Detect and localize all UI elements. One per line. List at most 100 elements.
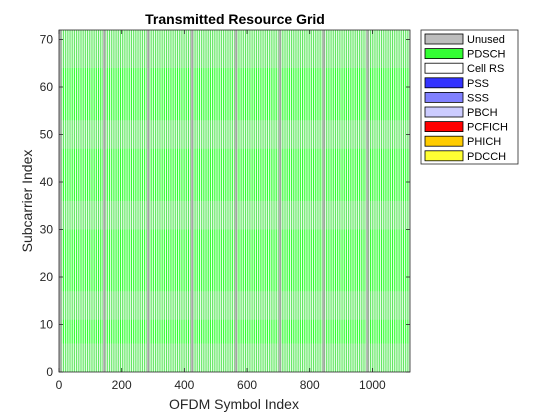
cell-rs-column	[145, 30, 147, 372]
cell-rs-column	[127, 30, 129, 372]
cell-rs-column	[204, 30, 206, 372]
y-tick-label: 10	[40, 318, 54, 332]
x-tick-label: 200	[112, 378, 132, 392]
cell-rs-column	[292, 30, 294, 372]
cell-rs-column	[272, 30, 274, 372]
legend-label: PBCH	[467, 107, 498, 119]
cell-rs-column	[397, 30, 399, 372]
cell-rs-column	[355, 30, 357, 372]
cell-rs-column	[259, 30, 261, 372]
cell-rs-column	[243, 30, 245, 372]
cell-rs-column	[173, 30, 175, 372]
legend-label: PHICH	[467, 136, 501, 148]
cell-rs-column	[329, 30, 331, 372]
x-tick-label: 0	[56, 378, 63, 392]
cell-rs-column	[74, 30, 77, 372]
cell-rs-column	[404, 30, 406, 372]
cell-rs-column	[118, 30, 120, 372]
cell-rs-column	[189, 30, 191, 372]
legend-label: SSS	[467, 92, 489, 104]
cell-rs-column	[399, 30, 401, 372]
cell-rs-column	[121, 30, 123, 372]
unused-column	[190, 30, 194, 372]
cell-rs-column	[263, 30, 265, 372]
cell-rs-column	[72, 30, 74, 372]
cell-rs-column	[125, 30, 127, 372]
cell-rs-column	[309, 30, 311, 372]
cell-rs-column	[129, 30, 131, 372]
cell-rs-column	[265, 30, 267, 372]
y-tick-label: 0	[46, 365, 53, 379]
x-axis-label: OFDM Symbol Index	[169, 396, 299, 412]
cell-rs-column	[110, 30, 112, 372]
unused-column	[146, 30, 150, 372]
cell-rs-column	[200, 30, 202, 372]
cell-rs-column	[382, 30, 384, 372]
cell-rs-column	[296, 30, 298, 372]
cell-rs-column	[257, 30, 259, 372]
cell-rs-column	[140, 30, 142, 372]
cell-rs-column	[226, 30, 228, 372]
y-axis: 0 10 20 30 40 50 60 70	[40, 33, 410, 379]
unused-column	[279, 30, 282, 372]
legend-swatch	[424, 150, 464, 162]
cell-rs-column	[182, 30, 184, 372]
unused-column	[191, 30, 194, 372]
cell-rs-column	[393, 30, 395, 372]
cell-rs-column	[320, 30, 322, 372]
cell-rs-column	[169, 30, 171, 372]
cell-rs-column	[342, 30, 344, 372]
cell-rs-column	[156, 30, 158, 372]
cell-rs-column	[325, 30, 327, 372]
cell-rs-column	[138, 30, 140, 372]
unused-column	[102, 30, 106, 372]
cell-rs-column	[390, 30, 392, 372]
y-tick-label: 50	[40, 128, 54, 142]
cell-rs-column	[351, 30, 353, 372]
unused-column	[148, 30, 150, 372]
cell-rs-column	[213, 30, 215, 372]
cell-rs-column	[375, 30, 377, 372]
cell-rs-column	[167, 30, 169, 372]
cell-rs-column	[395, 30, 397, 372]
cell-rs-column	[99, 30, 101, 372]
cell-rs-column	[134, 30, 136, 372]
cell-rs-column	[151, 30, 153, 372]
cell-rs-column	[184, 30, 186, 372]
cell-rs-column	[228, 30, 230, 372]
cell-rs-column	[92, 30, 94, 372]
x-tick-label: 1000	[359, 378, 386, 392]
cell-rs-column	[285, 30, 287, 372]
unused-column	[322, 30, 325, 372]
cell-rs-column	[246, 30, 248, 372]
cell-rs-column	[68, 30, 70, 372]
y-tick-label: 70	[40, 33, 54, 47]
cell-rs-column	[388, 30, 390, 372]
cell-rs-column	[171, 30, 173, 372]
cell-rs-column	[83, 30, 85, 372]
cell-rs-column	[164, 30, 166, 372]
legend-swatch	[424, 106, 464, 118]
cell-rs-column	[79, 30, 81, 372]
cell-rs-column	[298, 30, 300, 372]
cell-rs-column	[221, 30, 224, 372]
cell-rs-column	[107, 30, 109, 372]
cell-rs-column	[384, 30, 386, 372]
legend-swatch	[424, 48, 464, 59]
cell-rs-column	[94, 30, 96, 372]
legend-swatch	[424, 121, 464, 132]
cell-rs-column	[142, 30, 145, 372]
unused-column	[59, 30, 62, 372]
y-tick-label: 60	[40, 80, 54, 94]
cell-rs-column	[408, 30, 410, 372]
legend-label: PSS	[467, 78, 489, 90]
cell-rs-column	[318, 30, 320, 372]
legend-swatch	[424, 33, 464, 45]
cell-rs-column	[215, 30, 217, 372]
cell-rs-column	[70, 30, 72, 372]
cell-rs-column	[193, 30, 195, 372]
cell-rs-column	[283, 30, 285, 372]
cell-rs-column	[349, 30, 351, 372]
unused-column	[366, 30, 369, 372]
